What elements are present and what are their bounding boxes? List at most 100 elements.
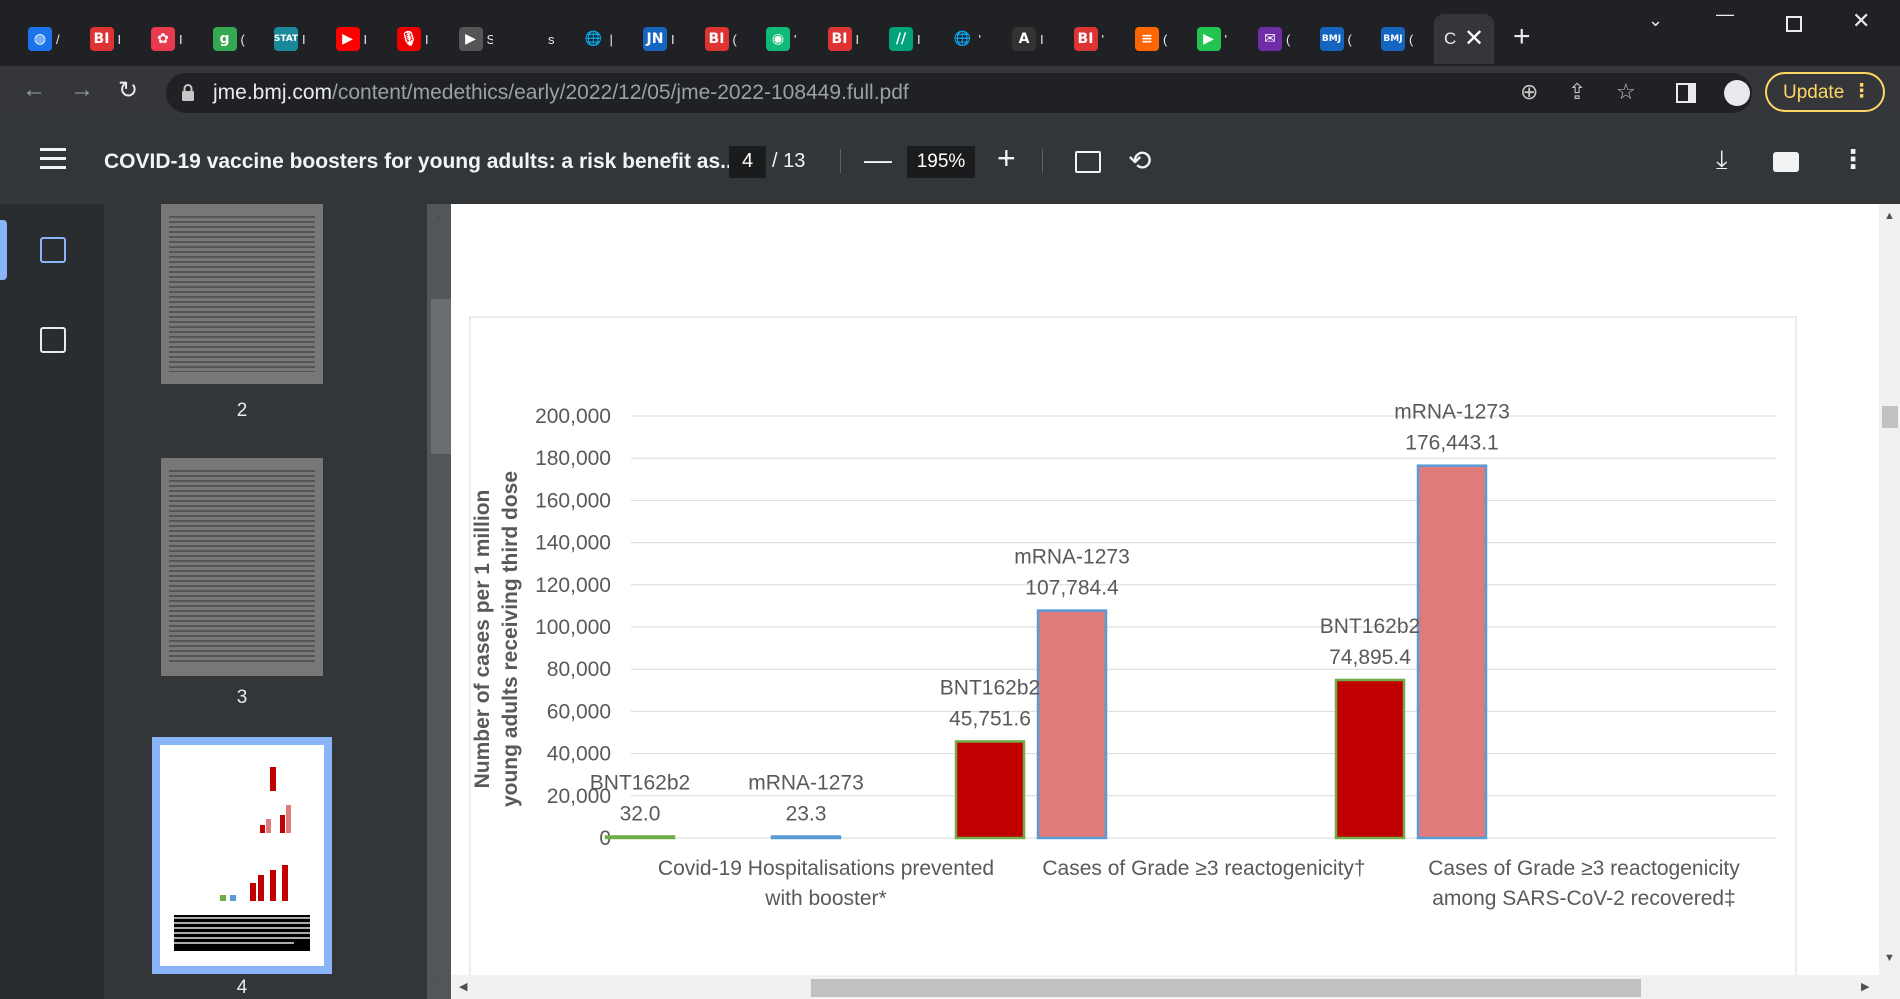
- browser-tab[interactable]: 🎙 I: [389, 22, 431, 56]
- browser-tab[interactable]: ◍ /: [20, 22, 62, 56]
- browser-tab[interactable]: BI I: [82, 22, 124, 56]
- browser-tab[interactable]: //I: [881, 22, 923, 56]
- bar-bnt162b2: [604, 835, 676, 840]
- tab-title: I: [671, 31, 675, 47]
- maximize-icon[interactable]: [1786, 16, 1802, 32]
- browser-tab[interactable]: ✿ I: [143, 22, 185, 56]
- more-vert-icon: ⋮: [1852, 81, 1871, 102]
- browser-tab[interactable]: BI I: [820, 22, 862, 56]
- forward-arrow-icon[interactable]: →: [70, 76, 94, 103]
- browser-tab[interactable]: ▶ S: [451, 22, 493, 56]
- data-label-series-name: BNT162b2: [590, 772, 690, 795]
- browser-tab[interactable]: ▶ ': [1189, 22, 1231, 56]
- thumbnails-icon[interactable]: [40, 237, 66, 263]
- side-panel-icon[interactable]: [1676, 83, 1696, 103]
- data-labels: BNT162b2 32.0 BNT162b2 45,751.6 BNT162b2 74,8…: [590, 401, 1510, 826]
- bars: [604, 464, 1488, 840]
- browser-tab[interactable]: ≡(: [1127, 22, 1169, 56]
- scroll-down-arrow-icon[interactable]: ▼: [434, 979, 445, 991]
- atlantic-icon: A: [1012, 27, 1036, 51]
- pdf-toolbar: COVID-19 vaccine boosters for young adul…: [0, 118, 1900, 204]
- browser-tab[interactable]: STAT I: [266, 22, 308, 56]
- tab-search-icon[interactable]: ⌄: [1648, 10, 1664, 30]
- active-indicator: [0, 220, 7, 280]
- fit-page-icon[interactable]: [1075, 151, 1101, 173]
- thumbnail-number: 4: [236, 977, 248, 998]
- data-label-value: 176,443.1: [1405, 432, 1498, 455]
- back-arrow-icon[interactable]: ←: [22, 76, 46, 103]
- scroll-up-arrow-icon[interactable]: ▲: [1884, 210, 1895, 222]
- y-tick-label: 180,000: [535, 447, 611, 470]
- y-tick-label: 80,000: [547, 658, 611, 681]
- document-title: COVID-19 vaccine boosters for young adul…: [104, 150, 738, 173]
- globe-icon: 🌐: [953, 31, 972, 47]
- thumbnail-number: 2: [236, 400, 248, 421]
- tab-title: I: [425, 31, 429, 47]
- tab-title: I: [179, 31, 183, 47]
- update-button[interactable]: Update ⋮: [1765, 72, 1885, 112]
- scroll-up-arrow-icon[interactable]: ▲: [434, 210, 445, 222]
- active-tab[interactable]: C ✕: [1434, 14, 1494, 64]
- browser-tab[interactable]: ▶ I: [328, 22, 370, 56]
- browser-tab[interactable]: 🌐 ': [943, 22, 985, 56]
- zoom-in-button[interactable]: +: [997, 140, 1016, 176]
- scrollbar-thumb[interactable]: [1882, 406, 1898, 428]
- share-icon[interactable]: ⇪: [1568, 79, 1587, 104]
- browser-tab[interactable]: 🌐 |: [574, 22, 616, 56]
- browser-tab[interactable]: JN I: [635, 22, 677, 56]
- scrollbar-thumb[interactable]: [811, 979, 1641, 997]
- menu-icon[interactable]: [40, 148, 66, 170]
- minimize-icon[interactable]: —: [1716, 4, 1734, 24]
- page-thumbnail-3[interactable]: [161, 458, 323, 676]
- zoom-level-input[interactable]: 195%: [907, 146, 975, 178]
- category-label: with booster*: [764, 887, 886, 910]
- browser-tab[interactable]: BMJ(: [1373, 22, 1415, 56]
- pdf-viewport[interactable]: ▲ ▼ 200,000 180,000 160,000 140,000 120,000 1…: [427, 204, 1900, 999]
- more-vert-icon[interactable]: ⋮: [1840, 144, 1866, 174]
- bar-mrna-1273: [1036, 609, 1108, 840]
- print-icon[interactable]: [1773, 152, 1799, 172]
- page-thumbnail-2[interactable]: [161, 204, 323, 384]
- scrollbar-thumb[interactable]: [431, 299, 451, 454]
- tab-title: ': [1101, 31, 1104, 47]
- vertical-scrollbar[interactable]: ▲ ▼: [1879, 204, 1900, 999]
- zoom-icon[interactable]: ⊕: [1520, 79, 1539, 104]
- rotate-icon[interactable]: ⟲: [1128, 145, 1152, 176]
- horizontal-scrollbar[interactable]: ◀ ▶: [451, 975, 1879, 999]
- browser-tab[interactable]: s: [512, 22, 554, 56]
- scroll-right-arrow-icon[interactable]: ▶: [1861, 981, 1870, 993]
- new-tab-button[interactable]: +: [1513, 20, 1531, 53]
- browser-tab[interactable]: ✉(: [1250, 22, 1292, 56]
- download-icon[interactable]: ⤓: [1716, 144, 1728, 174]
- browser-tab[interactable]: BMJ(: [1312, 22, 1354, 56]
- data-label-series-name: BNT162b2: [1320, 615, 1420, 638]
- window-close-icon[interactable]: ✕: [1852, 8, 1871, 33]
- browser-tab[interactable]: BI(: [697, 22, 739, 56]
- page-thumbnail-4[interactable]: [152, 737, 332, 974]
- youtube-icon: ▶: [335, 27, 360, 51]
- y-tick-label: 140,000: [535, 532, 611, 555]
- address-bar[interactable]: [166, 73, 1752, 113]
- browser-tab[interactable]: g(: [205, 22, 247, 56]
- browser-tab[interactable]: BI ': [1066, 22, 1108, 56]
- bookmark-star-icon[interactable]: ☆: [1616, 79, 1636, 104]
- close-tab-icon[interactable]: ✕: [1464, 25, 1485, 52]
- y-tick-label: 200,000: [535, 405, 611, 428]
- sidebar-tabs: [0, 204, 104, 999]
- scroll-down-arrow-icon[interactable]: ▼: [1884, 952, 1895, 964]
- tab-title: /: [56, 31, 60, 47]
- url-text[interactable]: jme.bmj.com/content/medethics/early/2022…: [213, 81, 909, 105]
- browser-tab[interactable]: ◉ ': [758, 22, 800, 56]
- data-label-series-name: mRNA-1273: [748, 772, 864, 795]
- outline-icon[interactable]: [40, 327, 66, 353]
- bi-icon: BI: [827, 27, 852, 51]
- profile-avatar-icon[interactable]: [1724, 80, 1750, 106]
- y-tick-label: 100,000: [535, 616, 611, 639]
- scroll-left-arrow-icon[interactable]: ◀: [459, 981, 468, 993]
- reload-icon[interactable]: ↻: [118, 77, 139, 104]
- zoom-out-button[interactable]: —: [864, 144, 892, 175]
- tab-title: ': [794, 31, 797, 47]
- tab-title: I: [302, 31, 306, 47]
- page-number-input[interactable]: 4: [729, 146, 766, 178]
